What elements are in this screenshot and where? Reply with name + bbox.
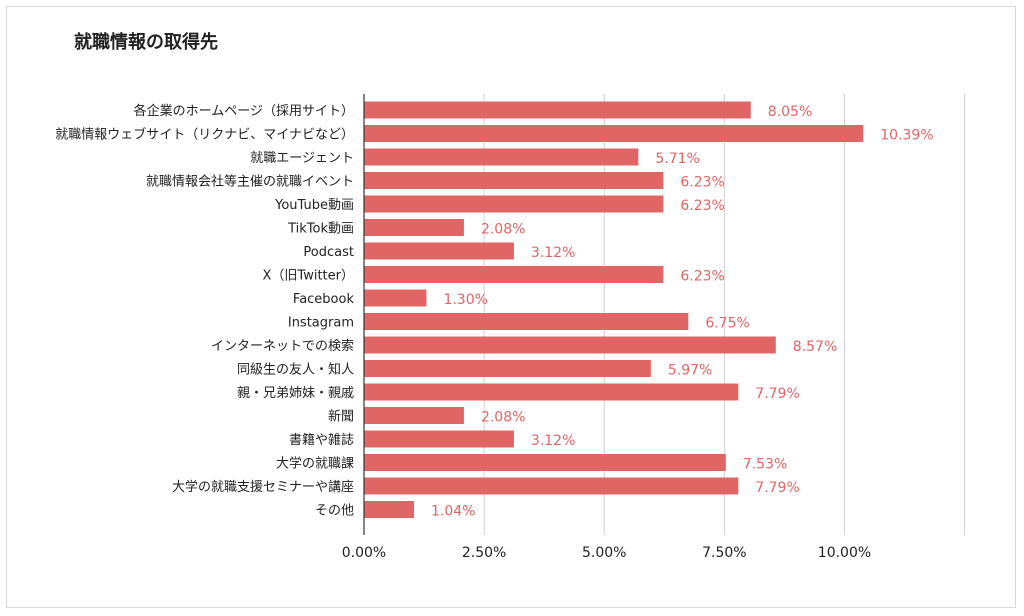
category-label: インターネットでの検索 (211, 339, 354, 354)
category-label: 大学の就職課 (276, 456, 354, 472)
chart-title: 就職情報の取得先 (74, 32, 218, 53)
category-label: 就職情報ウェブサイト（リクナビ、マイナビなど） (55, 127, 354, 143)
category-label: 大学の就職支援セミナーや講座 (172, 479, 354, 495)
category-label: 就職エージェント (250, 151, 354, 166)
bar (364, 477, 739, 495)
bar (364, 501, 414, 518)
category-label: 新聞 (328, 409, 354, 425)
data-label: 1.30% (443, 292, 487, 308)
x-tick-label: 10.00% (818, 545, 871, 561)
data-label: 7.79% (755, 386, 799, 402)
bar (364, 219, 464, 236)
data-label: 7.53% (743, 457, 787, 473)
category-label: 同級生の友人・知人 (237, 362, 354, 378)
data-label: 3.12% (531, 245, 575, 261)
bar (364, 101, 751, 119)
category-label: 就職情報会社等主催の就職イベント (146, 174, 354, 190)
data-label: 5.97% (668, 363, 712, 379)
category-label: その他 (315, 504, 354, 519)
category-label: 各企業のホームページ（採用サイト） (134, 103, 354, 119)
category-label: YouTube動画 (274, 198, 354, 213)
x-tick-label: 7.50% (702, 545, 746, 561)
bar (364, 407, 464, 424)
data-label: 2.08% (481, 410, 525, 426)
bar (364, 313, 689, 330)
bar (364, 172, 664, 189)
data-label: 6.23% (680, 269, 724, 285)
category-label: Podcast (303, 245, 354, 260)
category-label: X（旧Twitter） (263, 269, 354, 284)
data-label: 2.08% (481, 222, 525, 238)
data-label: 8.57% (793, 339, 837, 355)
bar (364, 242, 514, 260)
data-label: 3.12% (531, 433, 575, 449)
x-tick-label: 2.50% (462, 545, 506, 561)
bar (364, 266, 664, 283)
data-label: 6.23% (680, 198, 724, 214)
category-label: Facebook (293, 292, 355, 307)
bar (364, 430, 514, 448)
category-label: 親・兄弟姉妹・親戚 (237, 386, 354, 401)
data-label: 6.23% (680, 175, 724, 191)
category-label: Instagram (288, 316, 354, 331)
data-label: 1.04% (431, 504, 475, 520)
data-label: 8.05% (768, 104, 812, 120)
bar (364, 454, 726, 471)
bar (364, 383, 739, 401)
bar (364, 360, 651, 377)
category-label: TikTok動画 (287, 222, 354, 237)
data-label: 5.71% (655, 151, 699, 167)
x-tick-label: 0.00% (342, 545, 386, 561)
bar (364, 195, 664, 213)
x-tick-label: 5.00% (582, 545, 626, 561)
data-label: 10.39% (880, 128, 933, 144)
data-label: 6.75% (705, 316, 749, 332)
bar (364, 289, 427, 307)
category-label: 書籍や雑誌 (289, 432, 354, 448)
data-label: 7.79% (755, 480, 799, 496)
bar (364, 125, 864, 142)
bar (364, 148, 639, 166)
bar (364, 336, 776, 354)
